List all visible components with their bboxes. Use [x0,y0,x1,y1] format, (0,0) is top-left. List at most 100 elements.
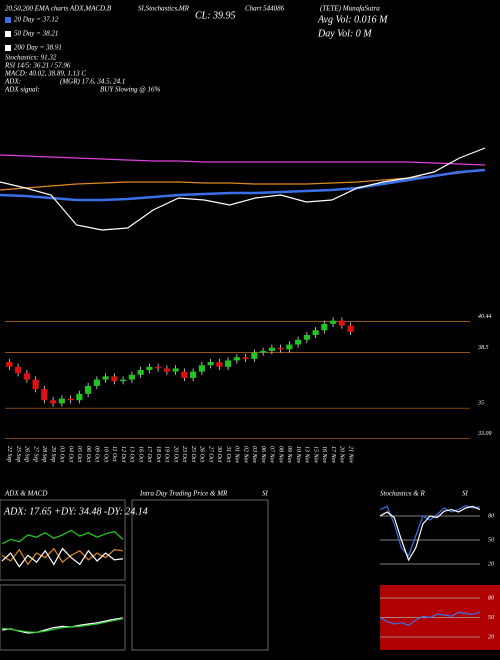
x-tick-label: 20 Nov [339,446,345,464]
y-tick-label: 20 [488,561,494,567]
x-tick-label: 11 Oct [111,446,117,462]
macd-text: MACD: 40.02, 38.89, 1.13 C [4,70,86,78]
rsi-text: RSI 14/5: 36.21 / 57.96 [4,62,71,70]
candle-body [277,347,284,350]
series-line [1,617,124,634]
candle-body [312,330,319,335]
candle-body [32,379,39,390]
candle-body [303,335,310,340]
y-tick-label: 80 [488,513,494,519]
candle-body [155,366,162,369]
series-line [379,504,481,558]
legend-swatch [5,17,11,23]
candle-body [67,398,74,401]
candle-body [58,398,65,404]
close-price: CL: 39.95 [195,10,236,21]
x-tick-label: 31 Oct [225,445,231,462]
candle-body [137,370,144,375]
candle-body [190,371,197,378]
y-tick-label: 38.5 [477,345,489,351]
x-tick-label: 22 Sep [6,446,12,462]
x-tick-label: 16 Nov [321,446,327,464]
x-tick-label: 03 Oct [59,446,65,462]
candle-body [41,389,48,401]
y-tick-label: 20 [488,634,494,640]
x-tick-label: 06 Oct [85,446,91,462]
y-tick-label: 40.44 [478,313,492,320]
candle-body [260,350,267,353]
symbol: (TETE) MunafaSutra [320,5,380,13]
legend-label: 20 Day = 37.12 [14,16,59,24]
series-line [0,154,486,166]
candle-body [207,362,214,366]
x-tick-label: 26 Sep [24,446,30,462]
series-line [379,611,481,626]
x-tick-label: 10 Oct [102,446,108,462]
panel-title: SI [462,490,469,498]
candle-body [338,320,345,326]
x-tick-label: 25 Sep [15,446,21,462]
legend-label: 200 Day = 38.91 [14,44,62,52]
candle-body [93,379,100,386]
x-tick-label: 07 Nov [269,446,275,464]
candle-body [172,368,179,372]
candle-body [15,366,22,374]
candle-body [295,339,302,345]
candle-body [181,371,188,378]
x-tick-label: 09 Nov [286,446,292,464]
x-tick-label: 29 Sep [50,446,56,462]
panel-title: SI [262,490,269,498]
x-tick-label: 16 Oct [137,446,143,462]
y-tick-label: 33.09 [477,431,492,437]
candle-body [251,352,258,359]
panel-title: ADX & MACD [4,490,47,498]
x-tick-label: 27 Sep [32,446,38,462]
x-tick-label: 30 Oct [216,445,222,462]
x-tick-label: 27 Oct [207,446,213,462]
x-tick-label: 21 Nov [347,446,353,464]
panel-title: Intra Day Trading Price & MR [139,490,228,498]
intraday-panel [131,499,269,651]
adx-signal: ADX signal: [4,86,40,94]
adx-text: ADX: [4,78,21,86]
series-line [379,505,481,562]
stoch-text: Stochastics: 91.32 [5,54,57,62]
y-tick-label: 50 [488,615,494,621]
candle-body [6,362,13,367]
x-tick-label: 08 Nov [277,446,283,464]
legend-label: 50 Day = 38.21 [14,30,58,38]
candle-body [330,320,337,324]
avg-volume: Avg Vol: 0.016 M [317,14,388,25]
candle-body [50,400,57,404]
series-line [1,547,124,568]
chart-id: Chart 544086 [245,5,285,13]
candle-body [163,368,170,372]
candle-body [111,376,118,382]
x-tick-label: 28 Sep [41,446,47,462]
x-tick-label: 10 Nov [295,446,301,464]
x-tick-label: 13 Oct [129,446,135,462]
candle-body [216,362,223,367]
candle-body [128,374,135,380]
candle-body [23,373,30,380]
x-tick-label: 23 Oct [181,446,187,462]
x-tick-label: 15 Nov [312,446,318,464]
panel-subtitle: ADX: 17.65 +DY: 34.48 -DY: 24.14 [3,506,148,517]
x-tick-label: 20 Oct [172,446,178,462]
candle-body [85,385,92,394]
x-tick-label: 26 Oct [199,446,205,462]
candle-body [242,357,249,359]
series-line [1,618,124,634]
y-tick-label: 50 [488,537,494,543]
series-line [0,168,486,202]
day-volume: Day Vol: 0 M [317,28,372,39]
x-tick-label: 17 Oct [146,446,152,462]
x-tick-label: 02 Nov [242,446,248,464]
panel-title: Stochastics & R [380,490,425,498]
series-line [1,529,124,545]
signal: BUY Slowing @ 16% [100,86,160,94]
x-tick-label: 13 Nov [304,446,310,464]
x-tick-label: 06 Nov [260,446,266,464]
series-line [0,147,486,231]
legend-swatch [5,45,11,51]
